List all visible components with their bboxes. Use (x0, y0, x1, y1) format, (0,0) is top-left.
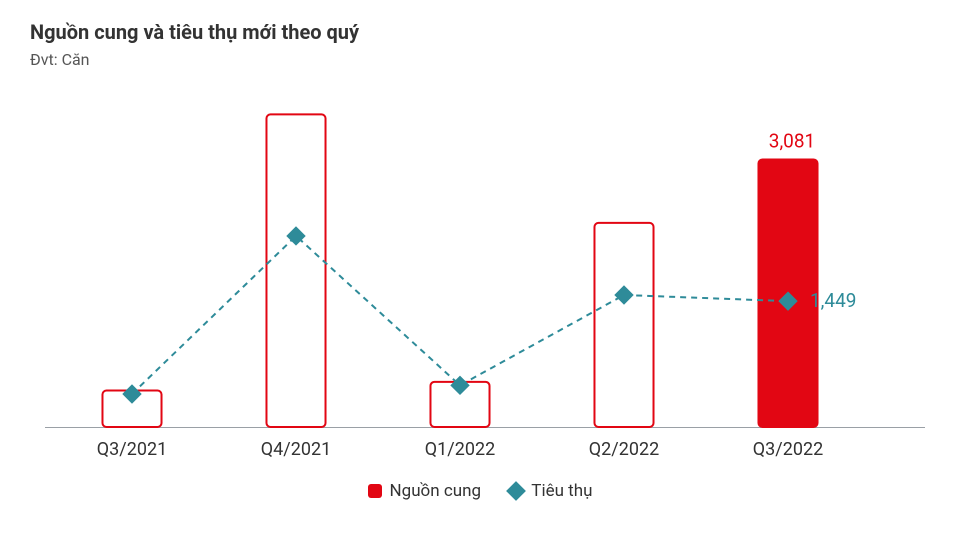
x-axis-label: Q3/2022 (753, 439, 823, 460)
line-marker (123, 385, 141, 403)
line-series (132, 236, 788, 394)
x-axis-label: Q1/2022 (425, 439, 495, 460)
x-axis-label: Q3/2021 (97, 439, 167, 460)
legend-item-bar: Nguồn cung (368, 481, 482, 501)
legend-swatch-diamond (506, 481, 526, 501)
line-marker (615, 286, 633, 304)
legend-line-label: Tiêu thụ (531, 481, 592, 501)
bar (594, 223, 653, 427)
chart-title: Nguồn cung và tiêu thụ mới theo quý (30, 20, 930, 44)
line-value-label: 1,449 (810, 289, 856, 312)
x-axis-label: Q2/2022 (589, 439, 659, 460)
legend-swatch-bar (368, 484, 382, 498)
legend-item-line: Tiêu thụ (509, 481, 592, 501)
chart-svg: Q3/2021 Q4/2021 Q1/2022 Q2/2022 Q3/2022 3,081… (30, 87, 930, 467)
x-axis-label: Q4/2021 (261, 439, 331, 460)
bar (266, 114, 325, 427)
legend-bar-label: Nguồn cung (390, 481, 482, 501)
legend: Nguồn cung Tiêu thụ (30, 481, 930, 503)
chart-subtitle: Đvt: Căn (30, 50, 930, 69)
chart-area: Q3/2021 Q4/2021 Q1/2022 Q2/2022 Q3/2022 3,081… (30, 87, 930, 467)
bar-value-label: 3,081 (769, 129, 815, 152)
